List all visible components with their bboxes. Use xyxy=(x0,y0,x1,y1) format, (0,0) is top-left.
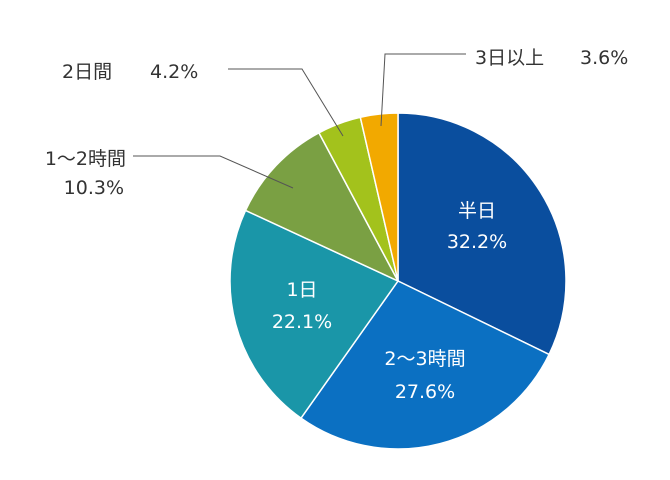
slice-value-3-days-plus: 3.6% xyxy=(580,47,628,69)
slice-label-half-day: 半日 xyxy=(458,200,496,222)
leader-line-3-days-plus xyxy=(380,53,466,127)
slice-value-1-2-hours: 10.3% xyxy=(64,177,124,199)
slice-value-1-day: 22.1% xyxy=(272,311,332,333)
pie-slices xyxy=(229,112,567,450)
pie-slice-3-days-plus xyxy=(359,112,399,282)
slice-label-3-days-plus: 3日以上 xyxy=(475,47,544,69)
pie-slice-1-2-hours xyxy=(244,131,400,283)
slice-value-2-3-hours: 27.6% xyxy=(395,381,455,403)
leader-line-1-2-hours xyxy=(133,155,294,189)
slice-value-2-days: 4.2% xyxy=(150,61,198,83)
slice-value-half-day: 32.2% xyxy=(447,231,507,253)
leader-lines xyxy=(133,53,466,189)
slice-label-1-2-hours: 1～2時間 xyxy=(45,148,126,170)
slice-label-1-day: 1日 xyxy=(286,279,317,301)
slice-label-2-days: 2日間 xyxy=(62,61,112,83)
leader-line-2-days xyxy=(228,68,344,137)
slice-label-2-3-hours: 2～3時間 xyxy=(384,348,465,370)
pie-slice-2-3-hours xyxy=(299,280,551,450)
pie-slice-half-day xyxy=(397,112,567,356)
